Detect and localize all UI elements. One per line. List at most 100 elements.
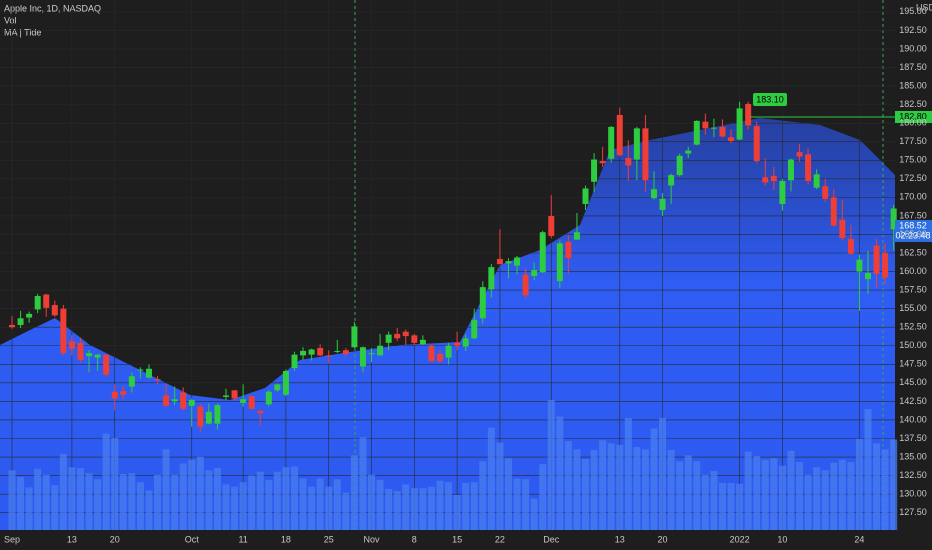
candle-body: [359, 347, 366, 367]
candle-body: [428, 345, 435, 362]
volume-bar: [342, 492, 350, 530]
candle-body: [822, 186, 829, 199]
volume-bar: [59, 453, 67, 530]
price-line-label: 182.80: [899, 111, 927, 121]
candle-body: [377, 345, 384, 356]
candle-body: [659, 198, 666, 210]
volume-bar: [847, 462, 855, 530]
candle-body: [830, 197, 837, 226]
x-tick-label: 2022: [730, 534, 750, 544]
volume-bar: [881, 449, 889, 530]
volume-bar: [368, 474, 376, 530]
currency: USD: [916, 2, 932, 12]
candle-body: [180, 392, 187, 409]
volume-bar: [111, 438, 119, 530]
volume-bar: [350, 455, 358, 530]
volume-bar: [282, 467, 290, 530]
x-tick-label: 20: [110, 534, 120, 544]
candle-body: [68, 341, 75, 349]
y-tick-label: 185.00: [899, 80, 927, 90]
y-tick-label: 142.50: [899, 396, 927, 406]
y-tick-label: 160.00: [899, 266, 927, 276]
y-tick-label: 170.00: [899, 192, 927, 202]
x-tick-label: 11: [238, 534, 247, 544]
candle-body: [462, 338, 469, 347]
volume-bar: [830, 462, 838, 530]
last-price: 168.52: [899, 220, 927, 230]
volume-bar: [419, 488, 427, 530]
volume-bar: [376, 479, 384, 530]
volume-bar: [470, 482, 478, 530]
volume-bar: [213, 467, 221, 530]
volume-bar: [94, 479, 102, 530]
volume-bar: [676, 461, 684, 530]
y-tick-label: 155.00: [899, 303, 927, 313]
candle-body: [599, 161, 606, 164]
y-tick-label: 172.50: [899, 173, 927, 183]
volume-bar: [479, 461, 487, 530]
volume-bar: [813, 467, 821, 530]
candle-body: [419, 339, 426, 345]
candle-body: [873, 245, 880, 274]
candle-body: [60, 308, 67, 354]
volume-bar: [547, 400, 555, 530]
volume-bar: [462, 482, 470, 530]
volume-bar: [761, 459, 769, 530]
candle-body: [154, 379, 161, 381]
volume-bar: [273, 471, 281, 530]
volume-bar: [855, 438, 863, 530]
candle-body: [522, 274, 529, 296]
x-tick-label: 22: [495, 534, 505, 544]
candle-body: [86, 353, 93, 357]
candle-body: [710, 127, 717, 129]
volume-bar: [582, 459, 590, 530]
candle-body: [548, 215, 555, 236]
candle-body: [616, 115, 623, 156]
volume-bar: [68, 467, 76, 530]
candle-body: [163, 395, 170, 406]
candle-body: [676, 155, 683, 176]
volume-bar: [770, 458, 778, 530]
y-tick-label: 162.50: [899, 247, 927, 257]
y-tick-label: 150.00: [899, 340, 927, 350]
candle-body: [633, 128, 640, 160]
candle-body: [556, 243, 563, 282]
volume-bar: [539, 464, 547, 530]
volume-bar: [873, 443, 881, 530]
candle-body: [248, 396, 255, 409]
candle-body: [317, 347, 324, 356]
candle-body: [342, 350, 349, 354]
y-tick-label: 140.00: [899, 414, 927, 424]
volume-bar: [727, 482, 735, 530]
y-tick-label: 145.00: [899, 377, 927, 387]
candle-body: [514, 257, 521, 266]
x-tick-label: 20: [658, 534, 668, 544]
candle-body: [591, 159, 598, 182]
volume-bar: [128, 473, 136, 530]
candle-body: [668, 175, 675, 186]
volume-bar: [445, 482, 453, 530]
candle-body: [454, 342, 461, 346]
candle-body: [205, 411, 212, 424]
volume-bar: [17, 476, 25, 530]
volume-bar: [650, 428, 658, 530]
volume-bar: [616, 444, 624, 530]
candle-body: [770, 175, 777, 182]
volume-bar: [102, 433, 110, 530]
volume-bar: [736, 483, 744, 530]
last-price-tag: [895, 220, 932, 242]
volume-bar: [496, 442, 504, 530]
y-tick-label: 152.50: [899, 322, 927, 332]
x-tick-label: Sep: [4, 534, 20, 544]
x-tick-label: Oct: [185, 534, 200, 544]
candle-body: [488, 267, 495, 290]
volume-bar: [513, 478, 521, 530]
y-tick-label: 175.00: [899, 155, 927, 165]
volume-bar: [162, 449, 170, 530]
volume-bar: [179, 463, 187, 530]
candle-body: [753, 126, 760, 162]
candle-body: [77, 342, 84, 360]
volume-bar: [607, 443, 615, 530]
candle-body: [334, 350, 341, 352]
volume-bar: [890, 439, 898, 530]
